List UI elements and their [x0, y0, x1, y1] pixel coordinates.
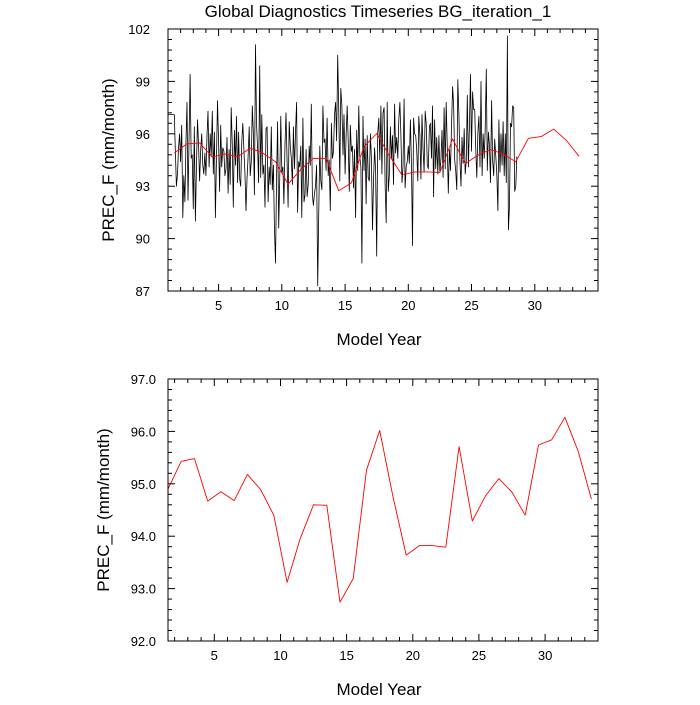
y-tick-label: 95.0 [131, 477, 156, 492]
monthly-timeseries-panel: Model Year PREC_F (mm/month) 5 10 15 20 25 30… [99, 22, 599, 349]
x-tick-label: 20 [401, 298, 415, 313]
x-tick-label: 5 [215, 298, 222, 313]
x-tick-label: 25 [472, 648, 486, 663]
y-tick-label: 97.0 [131, 372, 156, 387]
annual-mean-panel: Model Year PREC_F (mm/month) 5 10 15 20 25 30… [94, 372, 599, 699]
y-axis-label: PREC_F (mm/month) [94, 428, 113, 591]
y-tick-label: 99 [136, 74, 150, 89]
y-tick-label: 90 [136, 232, 150, 247]
x-tick-label: 15 [339, 648, 353, 663]
y-tick-label: 96.0 [131, 424, 156, 439]
x-tick-label: 25 [464, 298, 478, 313]
x-tick-label: 10 [273, 648, 287, 663]
x-tick-label: 30 [538, 648, 552, 663]
y-tick-label: 92.0 [131, 634, 156, 649]
x-axis-label: Model Year [336, 330, 421, 349]
y-tick-label: 102 [128, 22, 150, 37]
y-tick-label: 94.0 [131, 529, 156, 544]
y-tick-label: 93 [136, 179, 150, 194]
x-tick-label: 30 [528, 298, 542, 313]
chart-title: Global Diagnostics Timeseries BG_iterati… [205, 2, 552, 21]
x-tick-label: 5 [211, 648, 218, 663]
series-annual-mean-line [174, 128, 580, 192]
x-tick-label: 10 [275, 298, 289, 313]
x-axis-label: Model Year [336, 680, 421, 699]
x-tick-label: 15 [338, 298, 352, 313]
y-tick-label: 96 [136, 127, 150, 142]
y-tick-label: 93.0 [131, 582, 156, 597]
plot-frame [167, 378, 599, 642]
y-axis-label: PREC_F (mm/month) [99, 78, 118, 241]
series-annual-mean-line [168, 416, 592, 603]
series-monthly-line [168, 35, 518, 287]
y-tick-label: 87 [136, 284, 150, 299]
x-tick-label: 20 [406, 648, 420, 663]
